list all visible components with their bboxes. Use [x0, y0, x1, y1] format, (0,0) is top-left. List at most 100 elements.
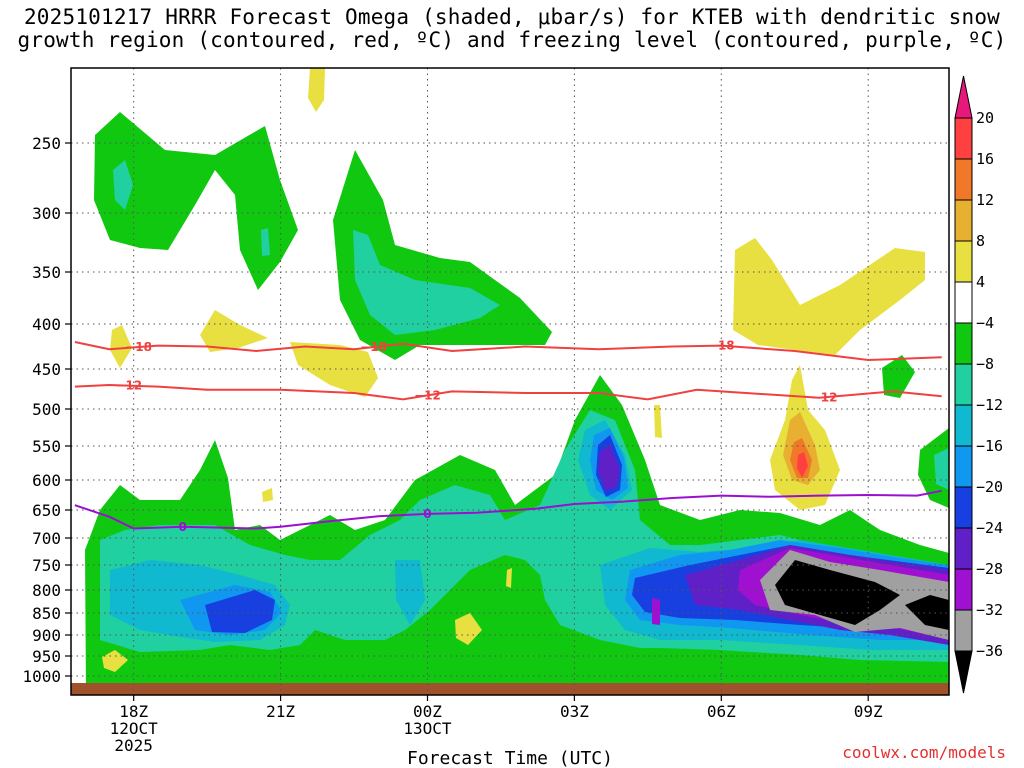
omega-shade-upper-mid-teal	[353, 230, 500, 335]
y-tick-label: 250	[32, 134, 61, 153]
contour-label: −12	[414, 388, 441, 402]
contour-label: −12	[115, 379, 142, 393]
colorbar-label: −4	[976, 314, 994, 332]
colorbar-label: −16	[976, 437, 1003, 455]
colorbar-label: −32	[976, 601, 1003, 619]
x-tick-label: 09Z	[854, 702, 883, 721]
y-tick-label: 750	[32, 556, 61, 575]
y-tick-label: 350	[32, 263, 61, 282]
colorbar-label: 4	[976, 273, 985, 291]
colorbar: 20 16 12 8 4 −4 −8 −12 −16 −20 −24 −28 −32 −36	[954, 75, 1003, 694]
colorbar-swatch	[954, 322, 973, 365]
ground-strip	[71, 683, 949, 695]
y-tick-label: 450	[32, 360, 61, 379]
x-tick-date: 13OCT	[403, 719, 452, 738]
x-tick-label: 21Z	[266, 702, 295, 721]
omega-shade-darkblue	[205, 590, 275, 633]
omega-shade-green-right-edge	[918, 428, 949, 508]
x-tick-label: 03Z	[560, 702, 589, 721]
plot-border	[70, 67, 950, 696]
x-tick-label: 18Z	[119, 702, 148, 721]
omega-shade-yellow-top	[308, 68, 325, 112]
omega-shade-green-small-right	[882, 355, 915, 398]
y-tick-label: 400	[32, 315, 61, 334]
omega-shade-indigo	[598, 445, 620, 490]
colorbar-top-triangle	[954, 75, 973, 119]
chart-title-line1: 2025101217 HRRR Forecast Omega (shaded, …	[23, 5, 1001, 29]
colorbar-label: −28	[976, 560, 1003, 578]
contour-label: −18	[708, 339, 735, 353]
x-tick-label: 06Z	[707, 702, 736, 721]
contour-label: −12	[811, 390, 838, 404]
omega-shade-red	[797, 452, 808, 478]
omega-shade-yellow-mid2	[290, 342, 378, 397]
omega-shade-yellow-dot3	[654, 405, 662, 438]
colorbar-label: 8	[976, 232, 985, 250]
y-tick-label: 1000	[22, 667, 61, 686]
colorbar-swatch	[954, 158, 973, 201]
omega-shade-yellow-left	[110, 325, 132, 368]
y-tick-label: 900	[32, 626, 61, 645]
omega-shade-yellow-mid	[200, 310, 268, 352]
y-tick-label: 600	[32, 471, 61, 490]
contour-label: 0	[423, 507, 431, 521]
credit-text[interactable]: coolwx.com/models	[842, 743, 1006, 762]
x-tick-date: 12OCT	[110, 719, 159, 738]
colorbar-swatch	[954, 281, 973, 324]
y-tick-label: 800	[32, 581, 61, 600]
x-axis-label: Forecast Time (UTC)	[407, 748, 613, 768]
omega-shade-yellow-dot2	[506, 568, 512, 588]
y-tick-label: 650	[32, 501, 61, 520]
contour-0	[74, 489, 942, 530]
colorbar-label: 12	[976, 191, 994, 209]
y-tick-label: 850	[32, 604, 61, 623]
omega-shade-black2	[905, 595, 949, 630]
y-tick-label: 550	[32, 437, 61, 456]
chart-title-line2: growth region (contoured, red, ºC) and f…	[17, 28, 1007, 52]
omega-shade-yellow-bottom-mid	[455, 613, 482, 645]
colorbar-label: −20	[976, 478, 1003, 496]
colorbar-bottom-triangle	[954, 650, 973, 694]
contour-label: −18	[360, 340, 387, 354]
colorbar-swatch	[954, 609, 973, 652]
omega-shade-purple-small	[652, 598, 660, 625]
colorbar-label: −24	[976, 519, 1003, 537]
x-tick-label: 00Z	[413, 702, 442, 721]
shaded-field	[71, 68, 949, 695]
colorbar-label: −8	[976, 355, 994, 373]
colorbar-swatch	[954, 527, 973, 570]
omega-shade-lower-cyan2	[395, 560, 425, 625]
omega-shade-upper-left	[94, 112, 298, 290]
colorbar-swatch	[954, 363, 973, 406]
grid-lines	[71, 68, 949, 695]
chart-title: 2025101217 HRRR Forecast Omega (shaded, …	[0, 6, 1024, 52]
y-axis: 250 300 350 400 450 500 550 600 650 700 750 800 850 9…	[22, 134, 71, 686]
y-tick-label: 950	[32, 647, 61, 666]
y-tick-label: 500	[32, 400, 61, 419]
omega-shade-yellow-right	[733, 238, 925, 355]
colorbar-swatch	[954, 199, 973, 242]
colorbar-swatch	[954, 486, 973, 529]
colorbar-label: 16	[976, 150, 994, 168]
omega-shade-yellow-dot1	[262, 488, 273, 502]
contour--12	[74, 383, 942, 401]
colorbar-label: −12	[976, 396, 1003, 414]
omega-shade-upper-left-teal	[113, 160, 133, 210]
contour--18	[74, 341, 942, 362]
y-tick-label: 300	[32, 204, 61, 223]
colorbar-swatch	[954, 117, 973, 160]
contour-label: −18	[125, 340, 152, 354]
omega-shade-upper-left-teal2	[261, 228, 270, 256]
y-tick-label: 700	[32, 529, 61, 548]
omega-shade-teal-right-edge	[934, 448, 949, 490]
colorbar-swatch	[954, 404, 973, 447]
x-tick-year: 2025	[114, 736, 153, 755]
colorbar-swatch	[954, 445, 973, 488]
colorbar-label: 20	[976, 109, 994, 127]
omega-shade-black	[775, 560, 900, 625]
colorbar-swatch	[954, 568, 973, 611]
contour-lines: −18 −18 −18 −12 −12 −12 0 0	[74, 339, 942, 534]
colorbar-label: −36	[976, 642, 1003, 660]
